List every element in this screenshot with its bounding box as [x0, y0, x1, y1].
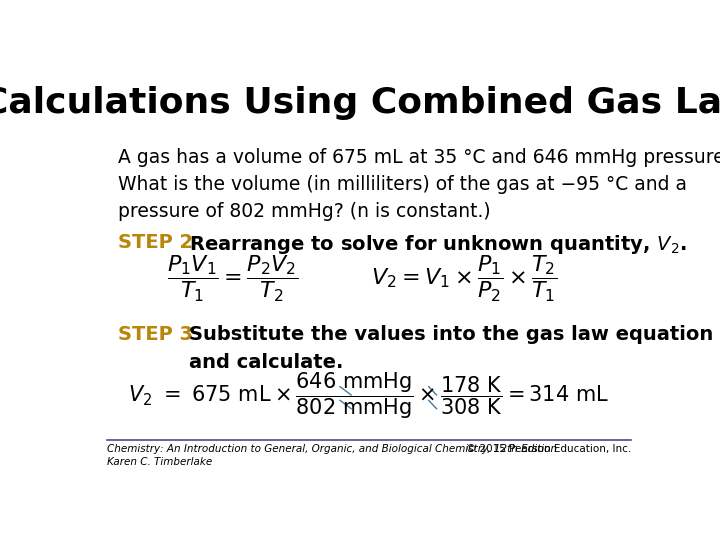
Text: Substitute the values into the gas law equation: Substitute the values into the gas law e… — [189, 325, 714, 343]
Text: Rearrange to solve for unknown quantity, $V_2$.: Rearrange to solve for unknown quantity,… — [189, 233, 687, 256]
Text: Calculations Using Combined Gas Law: Calculations Using Combined Gas Law — [0, 85, 720, 119]
Text: © 2015 Pearson Education, Inc.: © 2015 Pearson Education, Inc. — [466, 443, 631, 454]
Text: $V_2 = V_1 \times \dfrac{P_1}{P_2} \times \dfrac{T_2}{T_1}$: $V_2 = V_1 \times \dfrac{P_1}{P_2} \time… — [371, 254, 557, 304]
Text: Chemistry: An Introduction to General, Organic, and Biological Chemistry, 12th E: Chemistry: An Introduction to General, O… — [107, 443, 557, 467]
Text: and calculate.: and calculate. — [189, 353, 343, 372]
Text: A gas has a volume of 675 mL at 35 °C and 646 mmHg pressure.
What is the volume : A gas has a volume of 675 mL at 35 °C an… — [118, 148, 720, 221]
Text: $V_2 \ = \ 675\ \mathrm{mL} \times \dfrac{646\ \mathrm{mmHg}}{802\ \mathrm{mmHg}: $V_2 \ = \ 675\ \mathrm{mL} \times \dfra… — [128, 370, 610, 421]
Text: STEP 3: STEP 3 — [118, 325, 193, 343]
Text: $\dfrac{P_1V_1}{T_1} = \dfrac{P_2V_2}{T_2}$: $\dfrac{P_1V_1}{T_1} = \dfrac{P_2V_2}{T_… — [166, 254, 298, 304]
Text: STEP 2: STEP 2 — [118, 233, 193, 252]
